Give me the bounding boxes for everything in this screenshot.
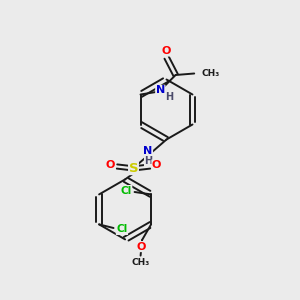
Text: N: N	[156, 85, 165, 95]
Text: CH₃: CH₃	[202, 69, 220, 78]
Text: Cl: Cl	[116, 224, 128, 235]
Text: S: S	[129, 161, 138, 175]
Text: O: O	[137, 242, 146, 252]
Text: N: N	[143, 146, 152, 156]
Text: H: H	[144, 156, 153, 167]
Text: CH₃: CH₃	[131, 258, 150, 267]
Text: Cl: Cl	[121, 185, 132, 196]
Text: H: H	[166, 92, 174, 102]
Text: O: O	[106, 160, 115, 170]
Text: O: O	[152, 160, 161, 170]
Text: O: O	[161, 46, 171, 56]
